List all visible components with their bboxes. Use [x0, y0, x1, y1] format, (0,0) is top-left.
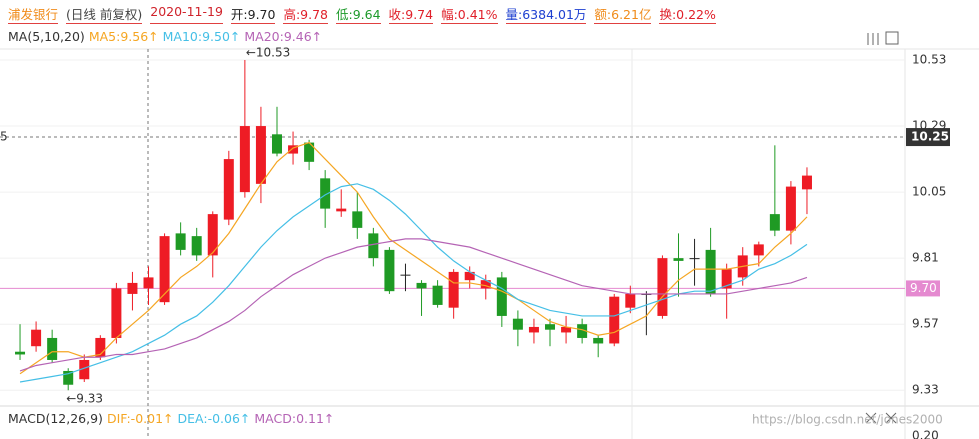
info-item: 低:9.64 — [336, 4, 381, 24]
crosshair-label-box — [906, 128, 950, 147]
candle-body — [496, 277, 507, 316]
info-item: 额:6.21亿 — [594, 4, 652, 24]
candle-body — [657, 258, 668, 316]
candle-body — [464, 271, 475, 281]
candle-body — [545, 324, 556, 330]
candle-body — [416, 282, 427, 289]
candle-body — [352, 211, 363, 228]
icon-part — [885, 31, 899, 45]
candle-body — [673, 258, 684, 261]
macd-legend: MACD(12,26,9) DIF:-0.01↑ DEA:-0.06↑ MACD:0… — [8, 411, 334, 426]
y-tick-label: 9.81 — [912, 251, 939, 265]
legend-entry: MA10:9.50↑ — [162, 29, 241, 44]
legend-entry: MA5:9.56↑ — [88, 29, 159, 44]
candle-body — [609, 296, 620, 344]
watermark: https://blog.csdn.net/jones2000 — [752, 413, 943, 427]
reference-label: 9.70 — [910, 281, 937, 295]
candle-body — [111, 288, 122, 338]
crosshair-label: 10.25 — [911, 130, 949, 144]
stock-name: 浦发银行 — [8, 4, 59, 24]
ma-line — [19, 183, 808, 383]
y-tick-label: 9.33 — [912, 383, 939, 397]
macd-item: MACD:0.11↑ — [254, 411, 335, 426]
macd-label: MACD(12,26,9) — [8, 411, 103, 426]
candle-body — [577, 324, 588, 338]
candle-body — [384, 249, 395, 292]
candle-body — [705, 249, 716, 294]
info-item: 2020-11-19 — [150, 4, 223, 24]
candle-body — [79, 359, 90, 380]
candle-body — [207, 214, 218, 256]
reference-label-box — [906, 280, 940, 297]
candle-body — [432, 285, 443, 305]
info-item: 量:6384.01万 — [505, 4, 587, 24]
macd-item: DIF:-0.01↑ — [106, 411, 174, 426]
y-tick-label: 10.53 — [912, 53, 946, 67]
candle-body — [271, 134, 282, 154]
candle-body — [159, 236, 170, 303]
subtitle: (日线 前复权) — [66, 4, 143, 24]
candle-body — [593, 337, 604, 344]
candle-body — [721, 269, 732, 289]
candle-body — [480, 280, 491, 289]
candle-body — [175, 233, 186, 250]
candle-body — [753, 244, 764, 256]
candle-body — [191, 236, 202, 256]
info-item: 收:9.74 — [388, 4, 434, 24]
candle-body — [625, 293, 636, 308]
low-annotation: ←9.33 — [66, 392, 103, 406]
candle-body — [304, 142, 315, 162]
crosshair-left-label: 5 — [0, 130, 8, 144]
macd-axis-label: 0.20 — [912, 429, 939, 439]
icon-part — [885, 412, 897, 424]
ma-legend: MA(5,10,20) MA5:9.56↑ MA10:9.50↑ MA20:9.46… — [8, 29, 322, 44]
candle-body — [15, 351, 26, 355]
info-item: 高:9.78 — [283, 4, 328, 24]
ma-line — [19, 141, 808, 375]
candle-body — [528, 326, 539, 333]
info-item: 换:0.22% — [659, 4, 716, 24]
candle-body — [448, 271, 459, 308]
info-item: 幅:0.41% — [441, 4, 498, 24]
candle-body — [512, 318, 523, 330]
y-tick-label: 10.05 — [912, 185, 946, 199]
candle-body — [320, 178, 331, 209]
macd-item: DEA:-0.06↑ — [177, 411, 251, 426]
indicator-label: MA(5,10,20) — [8, 29, 85, 44]
candle-body — [801, 175, 812, 190]
info-item: 开:9.70 — [230, 4, 276, 24]
candle-body — [400, 274, 411, 276]
ma-line — [19, 238, 808, 372]
candle-body — [769, 214, 780, 231]
candle-body — [239, 126, 250, 193]
candle-body — [336, 208, 347, 212]
candle-body — [31, 329, 42, 347]
candle-body — [689, 258, 700, 260]
icon-part — [865, 412, 877, 424]
y-tick-label: 9.57 — [912, 317, 939, 331]
legend-entry: MA20:9.46↑ — [244, 29, 323, 44]
candle-body — [561, 326, 572, 333]
candle-body — [255, 126, 266, 184]
candle-body — [143, 277, 154, 289]
candle-body — [63, 370, 74, 385]
candle-body — [47, 337, 58, 360]
candle-body — [288, 145, 299, 154]
candle-body — [223, 159, 234, 220]
candle-body — [127, 282, 138, 294]
high-annotation: ←10.53 — [246, 46, 290, 60]
info-bar: 浦发银行 (日线 前复权) 2020-11-19 开:9.70 高:9.78 低:9.… — [8, 4, 716, 24]
toolbar-icons — [865, 31, 899, 424]
candle-body — [95, 337, 106, 358]
candle-body — [785, 186, 796, 231]
candle-body — [368, 233, 379, 259]
